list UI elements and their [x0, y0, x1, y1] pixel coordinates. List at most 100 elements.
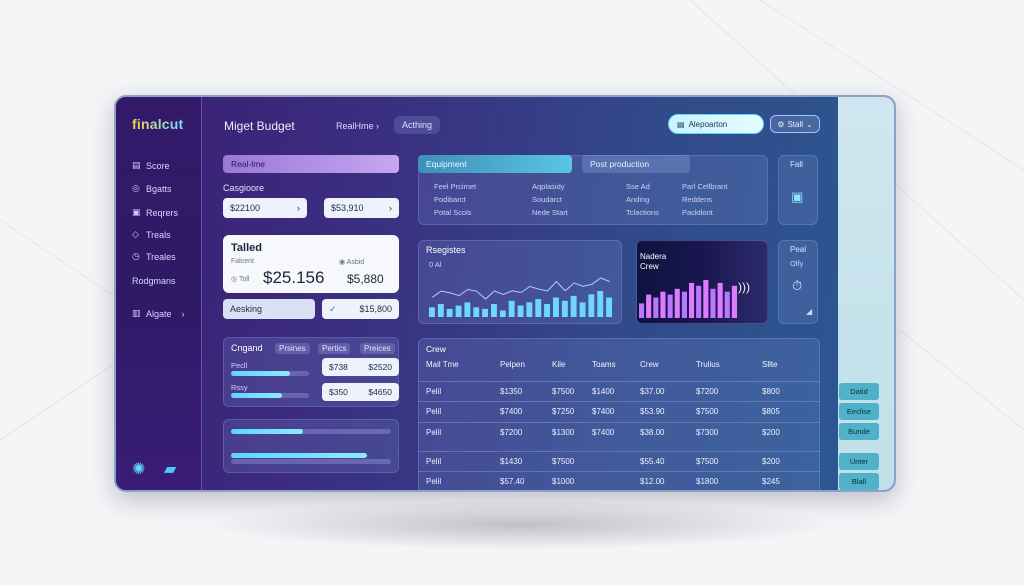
equipment-item[interactable]: Anding — [626, 195, 650, 204]
registries-bar — [588, 294, 595, 317]
crew-column-header[interactable]: Mail Tme — [426, 360, 459, 369]
registries-chart — [429, 277, 612, 317]
registries-bar — [473, 307, 480, 317]
nadera-bar — [724, 291, 730, 318]
equipment-item[interactable]: Podibarct — [434, 195, 466, 204]
totals-title: Talled — [231, 242, 262, 254]
circle-icon: ◎ — [132, 183, 140, 193]
nadera-bar — [646, 294, 652, 318]
registries-bar — [508, 300, 515, 317]
table-cell: $57.40 — [500, 477, 525, 486]
equipment-item[interactable]: Potal Scols — [434, 208, 472, 217]
nadera-chart — [639, 280, 737, 318]
sidebar-item-reqrers[interactable]: ▣ Reqrers — [132, 207, 178, 218]
table-cell: $1400 — [592, 387, 615, 396]
right-button-1[interactable]: Datid — [839, 383, 879, 400]
crew-column-header[interactable]: Toams — [592, 360, 616, 369]
registries-line — [432, 277, 610, 300]
registries-bar — [446, 308, 453, 317]
start-dropdown[interactable]: ⚙ Stall ⌄ — [770, 115, 820, 133]
sidebar-item-score[interactable]: ▤ Score — [132, 160, 170, 171]
equipment-item[interactable]: Packtlont — [682, 208, 713, 217]
table-cell: Pelil — [426, 387, 442, 396]
progress-bar — [231, 429, 303, 434]
right-button-4[interactable]: Unter — [839, 453, 879, 470]
breadcrumb-active[interactable]: Acthing — [394, 116, 441, 134]
search-button[interactable]: ▤ Alepoarton — [668, 114, 764, 134]
right-button-2[interactable]: Eeclise — [839, 403, 879, 420]
sidebar-item-rodgmans[interactable]: Rodgmans — [132, 276, 176, 286]
peal-card[interactable] — [778, 240, 818, 324]
folder-icon[interactable]: ▰ — [164, 461, 177, 478]
registries-title: Rsegistes — [426, 245, 466, 255]
sidebar-item-bgatts[interactable]: ◎ Bgatts — [132, 183, 172, 194]
timer-icon: ⏱ — [792, 278, 803, 293]
right-button-5[interactable]: Blall — [839, 473, 879, 490]
peal-sub: Olfy — [790, 259, 804, 268]
gear-icon: ⚙ — [777, 119, 785, 129]
table-cell: $1800 — [696, 477, 719, 486]
fail-card[interactable] — [778, 155, 818, 225]
sidebar: finalcut ▤ Score ◎ Bgatts ▣ Reqrers ◇ Tr… — [116, 97, 202, 490]
tab-post-production[interactable]: Post production — [582, 155, 690, 173]
tab-prsines[interactable]: Prsines — [275, 343, 310, 354]
equipment-item[interactable]: Reddens — [682, 195, 713, 204]
asking-value-field[interactable]: ✓ $15,800 — [322, 299, 399, 319]
equipment-item[interactable]: Parl Cellbrant — [682, 182, 728, 191]
crew-column-header[interactable]: Sllte — [762, 360, 778, 369]
ongoing-row-label: Rssy — [231, 383, 248, 392]
nadera-bar — [696, 285, 702, 318]
value-a-field[interactable]: $22100 › — [223, 198, 307, 218]
registries-bar — [482, 308, 488, 317]
sidebar-item-treales[interactable]: ◷ Treales — [132, 251, 176, 262]
tab-pertics[interactable]: Pertics — [318, 343, 351, 354]
asking-button[interactable]: Aesking — [223, 299, 315, 319]
crew-title: Crew — [426, 344, 446, 354]
equipment-item[interactable]: Tclactions — [626, 208, 659, 217]
nadera-bar — [689, 282, 695, 318]
nadera-title: Nadera — [640, 252, 667, 261]
nadera-bar — [710, 288, 716, 318]
page-title: Miget Budget — [224, 119, 295, 133]
category-label: Casgioore — [223, 183, 265, 193]
table-cell: $7200 — [500, 428, 523, 437]
value-b-field[interactable]: $53,910 › — [324, 198, 399, 218]
table-cell: $53.90 — [640, 407, 665, 416]
registries-bar — [437, 304, 444, 317]
clock-icon: ◷ — [132, 251, 140, 261]
crew-column-header[interactable]: Crew — [640, 360, 659, 369]
app-window: finalcut ▤ Score ◎ Bgatts ▣ Reqrers ◇ Tr… — [114, 95, 896, 492]
tab-equipment[interactable]: Equipment — [418, 155, 572, 173]
window-shadow — [200, 500, 840, 550]
sidebar-item-treals[interactable]: ◇ Treals — [132, 229, 171, 240]
grid-icon: ▤ — [132, 160, 141, 170]
totals-big-value: $25.156 — [263, 268, 325, 287]
crew-column-header[interactable]: Pelpen — [500, 360, 525, 369]
crew-column-header[interactable]: Trulius — [696, 360, 720, 369]
crew-column-header[interactable]: Kile — [552, 360, 566, 369]
table-cell: $7500 — [696, 457, 719, 466]
right-button-3[interactable]: Bunde — [839, 423, 879, 440]
breadcrumb[interactable]: RealHme › — [336, 121, 379, 131]
registries-bar — [455, 305, 462, 317]
equipment-item[interactable]: Sse Ad — [626, 182, 650, 191]
tab-realtime[interactable]: Real-lme — [223, 155, 399, 173]
nadera-bar — [731, 285, 737, 318]
nadera-sub: Crew — [640, 262, 659, 271]
table-cell: $7500 — [552, 457, 575, 466]
ongoing-value-1: $738 — [329, 362, 348, 372]
sidebar-item-label: Rodgmans — [132, 276, 176, 286]
table-cell: $1430 — [500, 457, 523, 466]
equipment-item[interactable]: Soudarct — [532, 195, 563, 204]
ongoing-row-values: $738 $2520 — [322, 358, 399, 376]
equipment-item[interactable]: Feel Prcimet — [434, 182, 477, 191]
nadera-bar — [667, 294, 673, 318]
robot-icon[interactable]: ✺ — [132, 461, 146, 478]
progress-bar — [231, 453, 367, 458]
breadcrumb-item: RealHme — [336, 121, 374, 131]
table-cell: Pelil — [426, 407, 442, 416]
sidebar-item-algate[interactable]: ▥ Algate › — [132, 308, 192, 319]
tab-preices[interactable]: Preices — [360, 343, 395, 354]
equipment-item[interactable]: Nede Start — [532, 208, 568, 217]
equipment-item[interactable]: Aqplasidy — [532, 182, 565, 191]
